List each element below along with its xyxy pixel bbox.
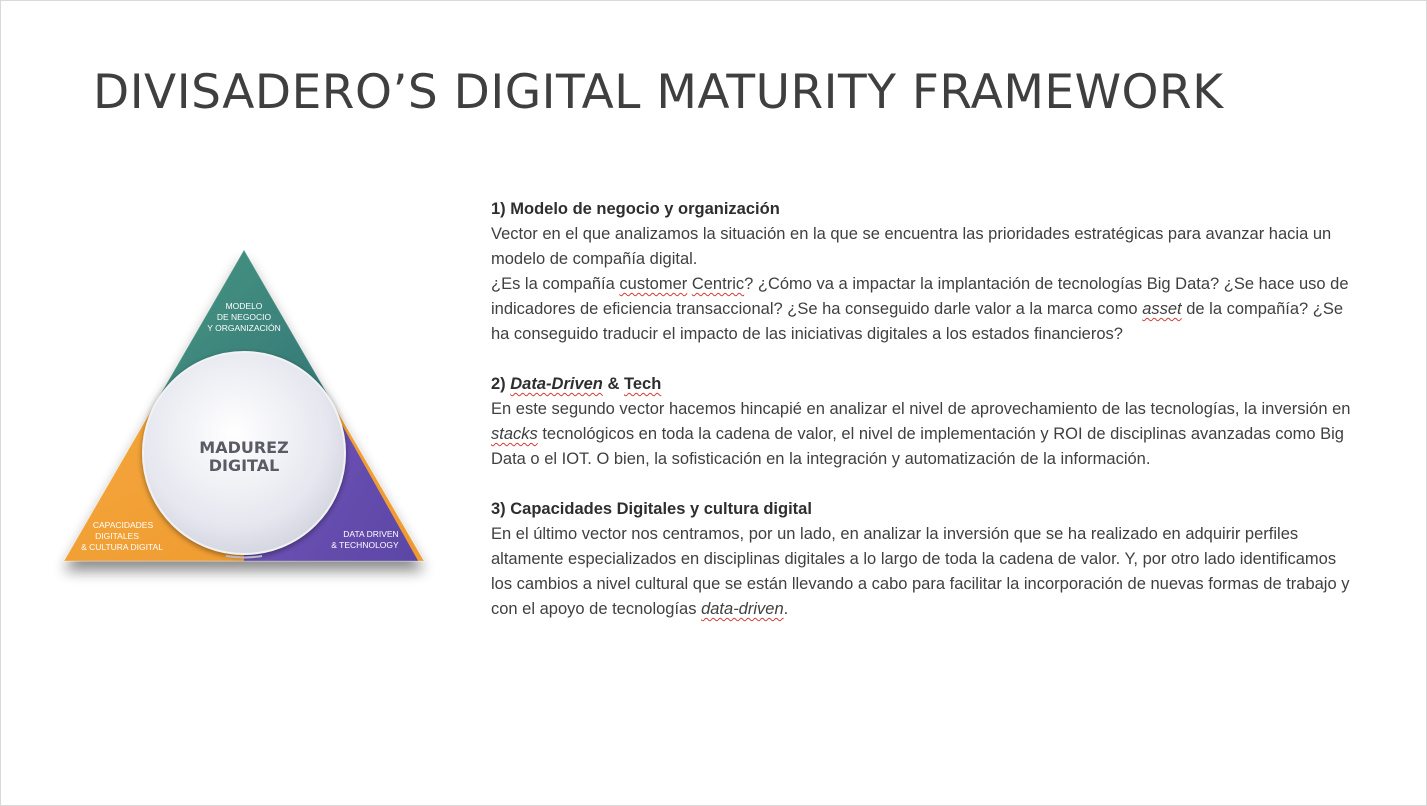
heading-run-underlined: Tech [623, 375, 662, 393]
section-2-paragraph: En este segundo vector hacemos hincapié … [491, 397, 1351, 472]
text-run-underlined: customer [619, 275, 688, 293]
top-label-line2: DE NEGOCIO [217, 312, 272, 322]
top-label-line1: MODELO [226, 301, 263, 311]
slide-title: DIVISADERO’S DIGITAL MATURITY FRAMEWORK [93, 65, 1224, 120]
section-modelo-negocio: 1) Modelo de negocio y organización Vect… [491, 197, 1351, 347]
center-circle [142, 351, 346, 555]
heading-run-italic: Data-Driven [510, 375, 603, 393]
text-run: de la compañía? ¿Se ha conseguido traduc… [491, 300, 1344, 343]
text-run-underlined: Centric [691, 275, 745, 293]
left-label-line2: DIGITALES [95, 531, 139, 541]
text-run: En este segundo vector hacemos hincapié … [491, 400, 1351, 418]
section-2-heading: 2) Data-Driven & Tech [491, 372, 1351, 397]
section-data-driven: 2) Data-Driven & Tech En este segundo ve… [491, 372, 1351, 472]
maturity-triangle-svg: MADUREZ DIGITAL MODELO DE NEGOCIO Y ORGA… [63, 249, 425, 562]
left-label-line3: & CULTURA DIGITAL [81, 542, 163, 552]
text-run: tecnológicos en toda la cadena de valor,… [491, 425, 1344, 468]
right-label-line2: & TECHNOLOGY [331, 540, 399, 550]
left-label-line1: CAPACIDADES [93, 520, 154, 530]
text-run: ¿Es la compañía [491, 275, 620, 293]
description-content: 1) Modelo de negocio y organización Vect… [491, 197, 1351, 647]
section-1-paragraph-2: ¿Es la compañía customer Centric? ¿Cómo … [491, 272, 1351, 347]
right-label-line1: DATA DRIVEN [343, 529, 398, 539]
text-run: . [783, 600, 789, 618]
text-run: ? ¿Cómo va a impactar la implantación de… [491, 275, 1349, 318]
heading-run: 2) [491, 375, 511, 393]
section-1-paragraph-1: Vector en el que analizamos la situación… [491, 225, 1332, 268]
section-capacidades: 3) Capacidades Digitales y cultura digit… [491, 497, 1351, 622]
section-3-heading: 3) Capacidades Digitales y cultura digit… [491, 500, 812, 518]
center-label-line2: DIGITAL [209, 456, 280, 475]
section-1-heading: 1) Modelo de negocio y organización [491, 200, 780, 218]
heading-run: & [602, 375, 624, 393]
section-3-paragraph: En el último vector nos centramos, por u… [491, 522, 1351, 622]
center-label-line1: MADUREZ [199, 438, 288, 457]
text-run-italic: data-driven [701, 600, 784, 618]
text-run: En el último vector nos centramos, por u… [491, 525, 1350, 618]
maturity-triangle-diagram: MADUREZ DIGITAL MODELO DE NEGOCIO Y ORGA… [31, 231, 451, 611]
top-label-line3: Y ORGANIZACIÓN [207, 323, 281, 333]
text-run-italic: stacks [491, 425, 538, 443]
text-run-italic: asset [1142, 300, 1182, 318]
